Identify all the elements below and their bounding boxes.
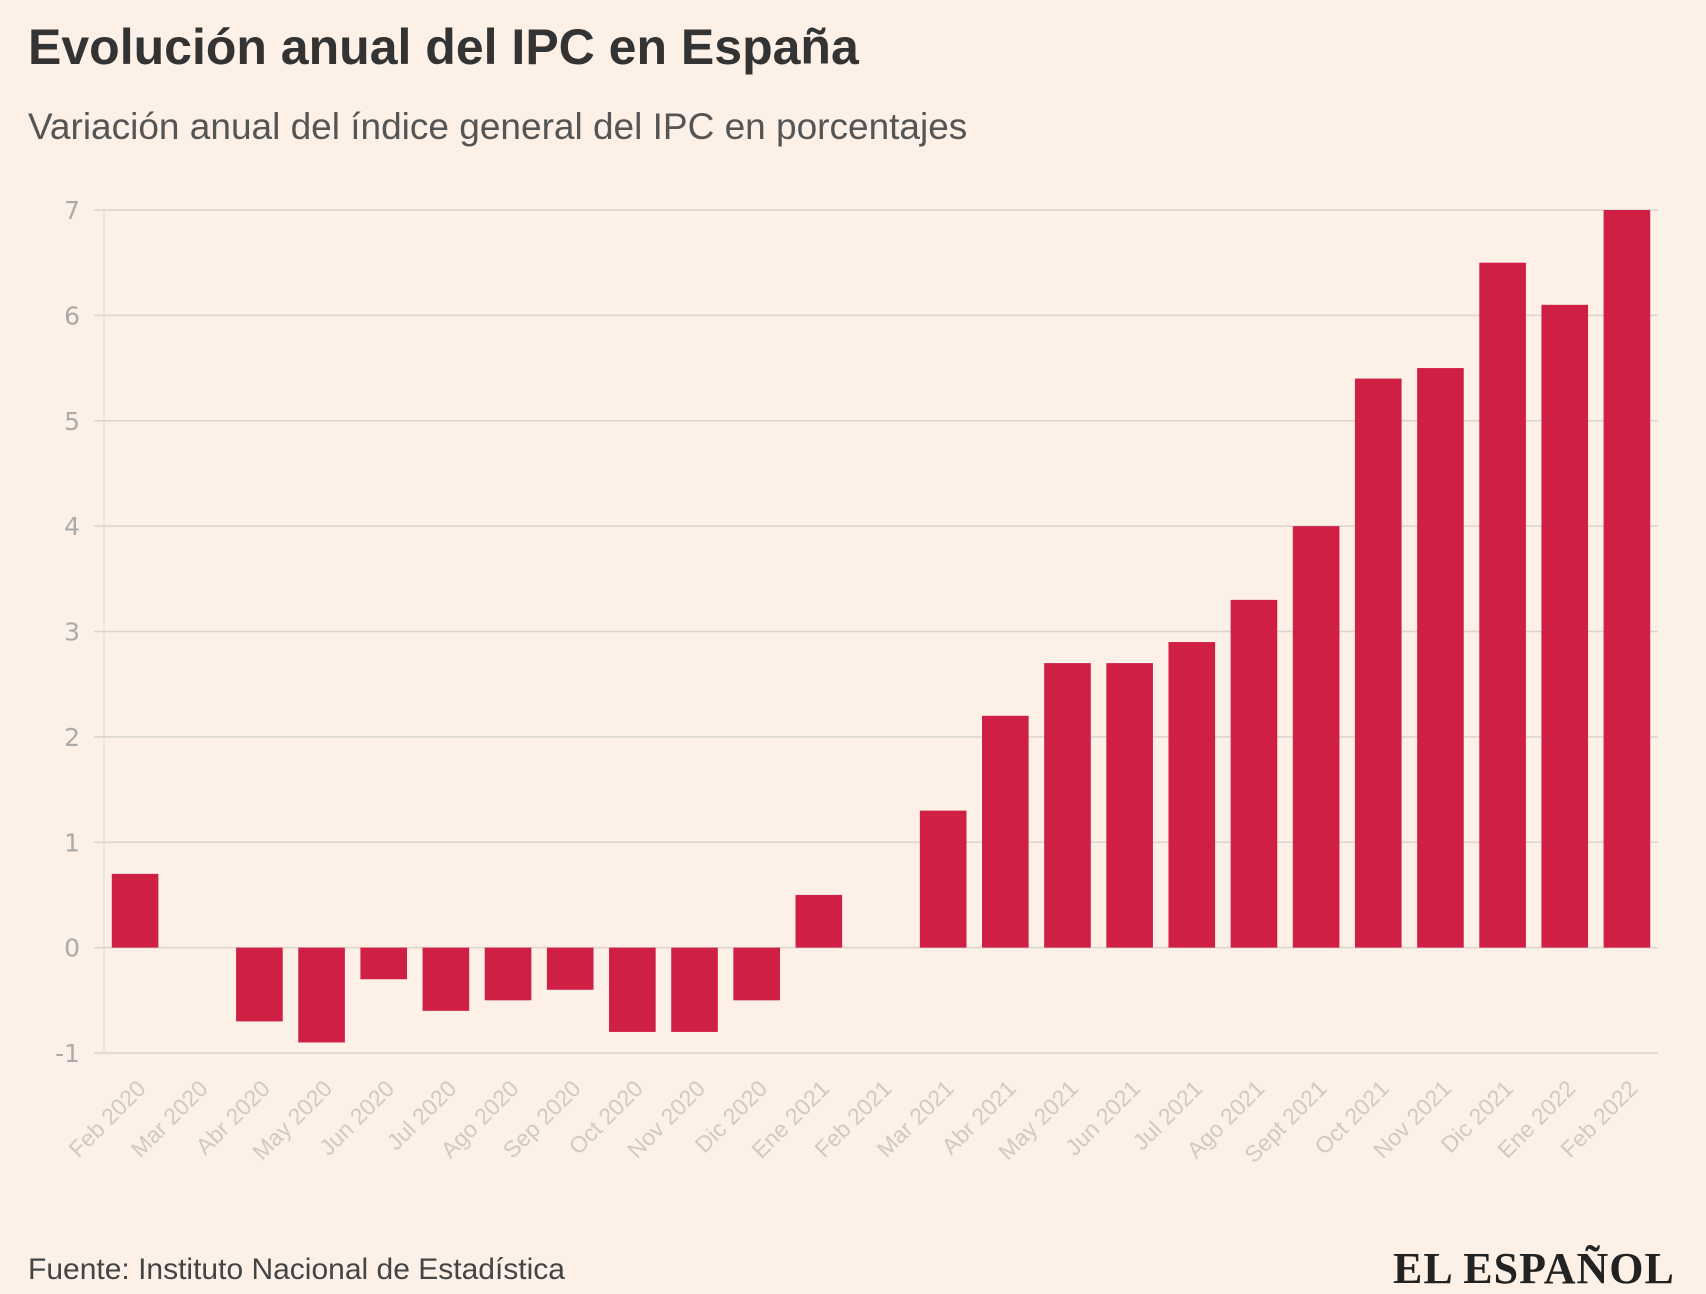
chart-title: Evolución anual del IPC en España [28, 19, 859, 75]
publisher-logo: EL ESPAÑOL [1393, 1244, 1675, 1293]
y-tick-label: 3 [64, 618, 80, 647]
bar [360, 947, 408, 980]
bar [733, 947, 780, 1001]
bar [484, 947, 532, 1001]
y-tick-label: 5 [64, 407, 80, 436]
bar [1230, 599, 1278, 948]
bar [1417, 368, 1464, 948]
bar [1292, 526, 1340, 948]
source-note: Fuente: Instituto Nacional de Estadístic… [28, 1253, 565, 1286]
bar [298, 947, 345, 1043]
bar [1479, 262, 1526, 948]
y-tick-label: 4 [64, 512, 80, 541]
bar [1044, 663, 1091, 948]
bar [982, 715, 1029, 948]
bar [1541, 304, 1589, 948]
bar [919, 810, 967, 948]
y-tick-label: 6 [64, 301, 80, 330]
bar [1603, 210, 1651, 948]
bar [1106, 663, 1153, 948]
bar [1168, 642, 1216, 948]
chart-subtitle: Variación anual del índice general del I… [28, 106, 968, 147]
y-tick-label: 0 [64, 934, 80, 963]
bar [671, 947, 718, 1032]
bar [546, 947, 594, 990]
bar [1354, 378, 1402, 948]
bar [609, 947, 656, 1032]
bar [111, 873, 159, 948]
y-tick-label: -1 [55, 1039, 80, 1068]
y-tick-label: 7 [64, 196, 80, 225]
bar [236, 947, 283, 1022]
y-tick-label: 1 [64, 828, 80, 857]
bar [422, 947, 470, 1011]
y-tick-label: 2 [64, 723, 80, 752]
bar [795, 894, 843, 948]
